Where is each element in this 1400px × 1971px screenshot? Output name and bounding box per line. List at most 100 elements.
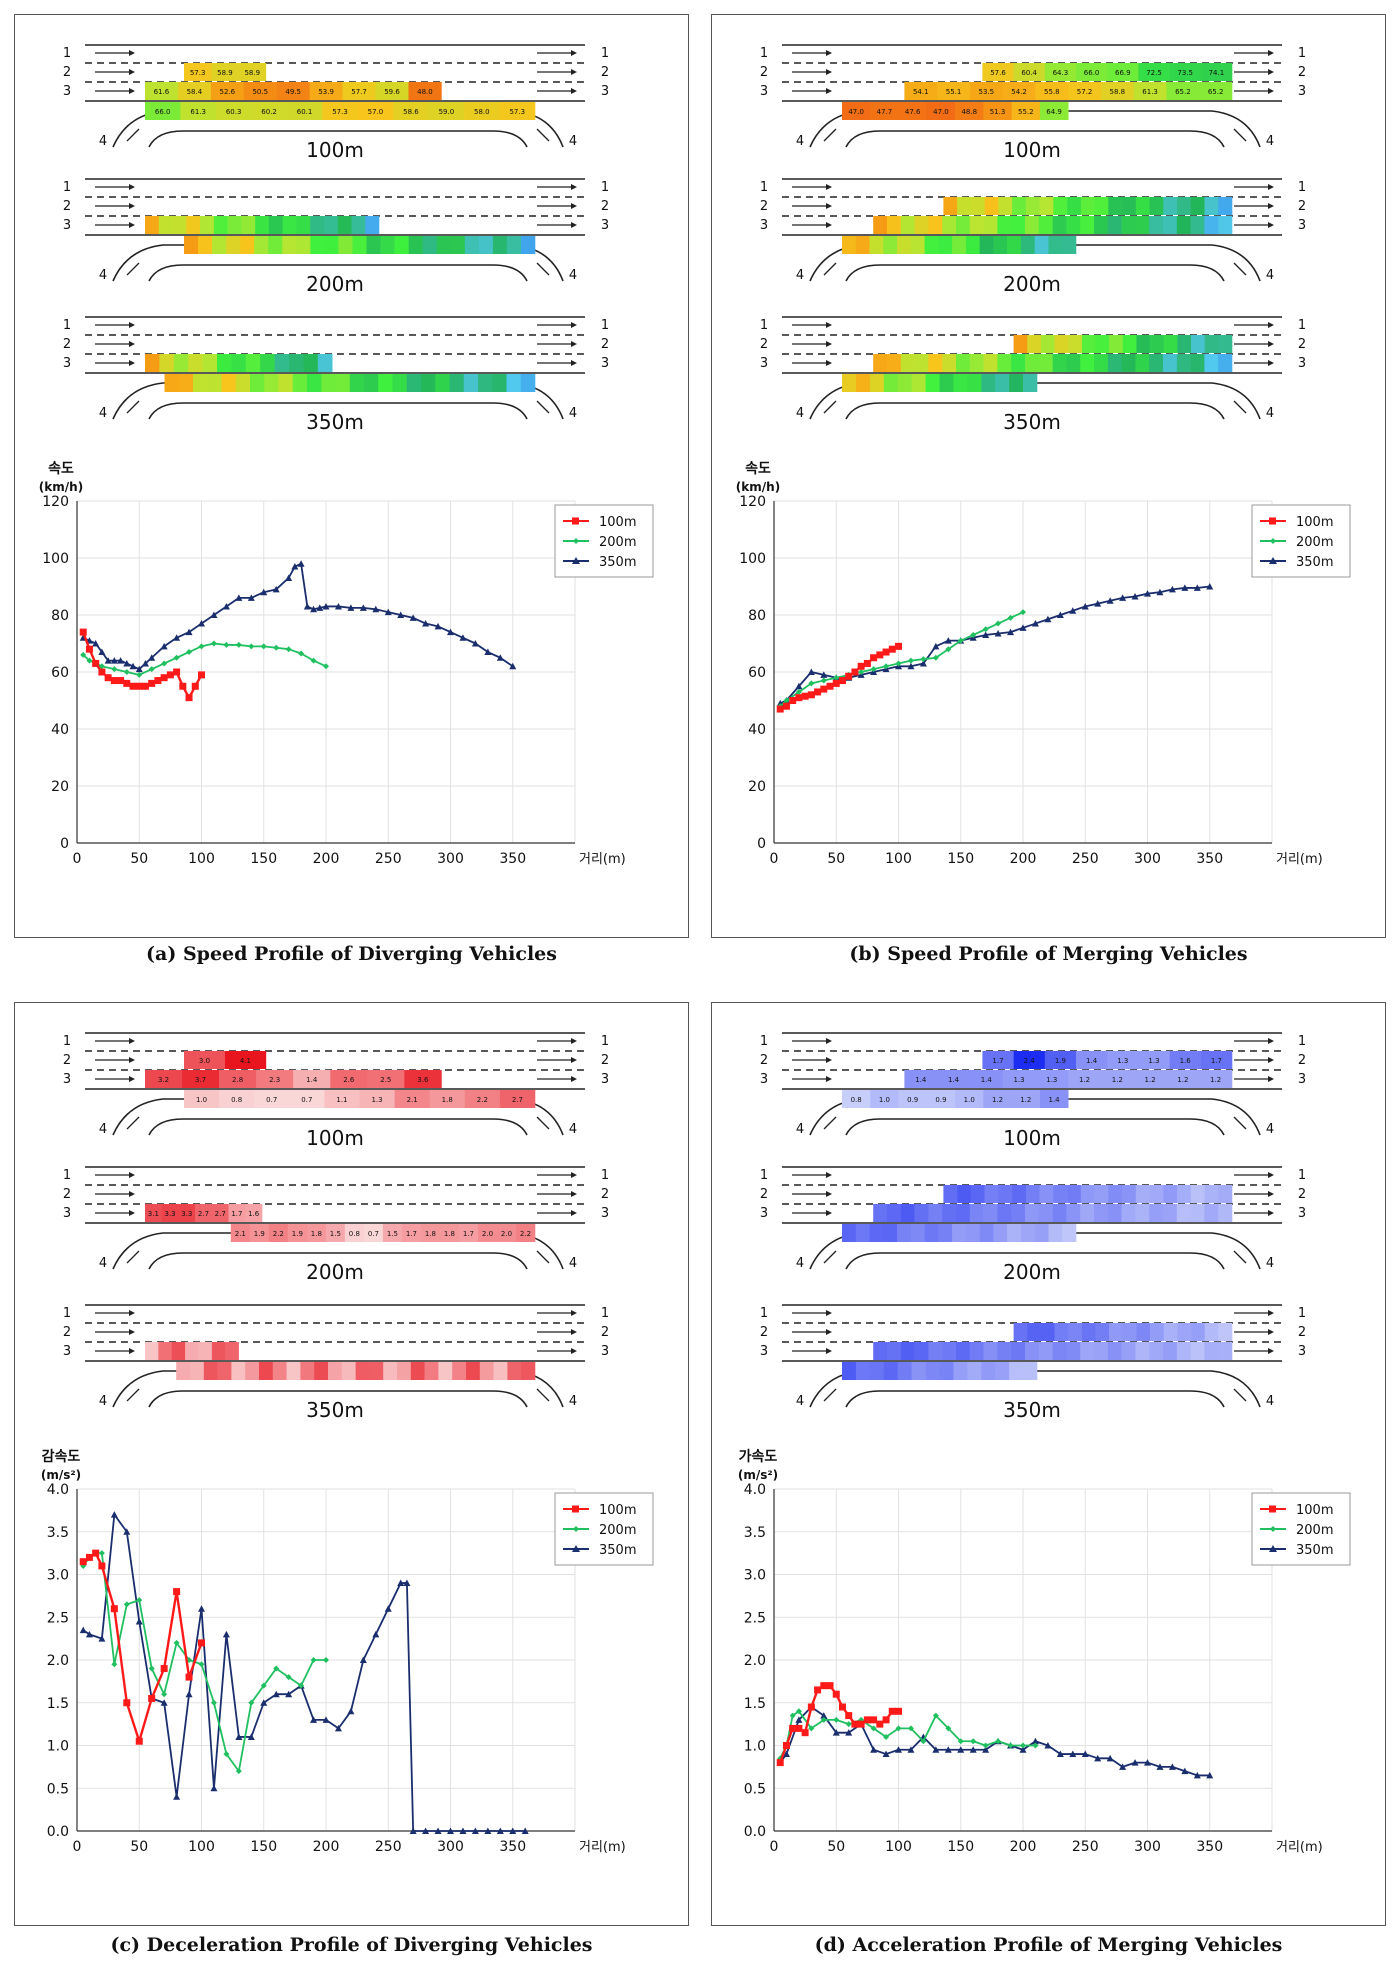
segment-cell	[1080, 1204, 1095, 1222]
data-point-350m	[459, 1827, 467, 1834]
segment-cell	[292, 374, 308, 392]
data-point-200m	[920, 1738, 927, 1745]
segment-value: 3.3	[181, 1210, 192, 1218]
segment-cell	[1135, 216, 1150, 234]
lane-number-left: 4	[796, 1256, 804, 1271]
data-point-100m	[876, 1720, 884, 1728]
segment-cell	[420, 1224, 441, 1242]
data-point-200m	[870, 666, 877, 673]
ramp-inner-curve	[845, 264, 1225, 282]
segment-cell	[1080, 1185, 1095, 1203]
segment-cell	[1191, 1323, 1205, 1341]
segment-cell	[355, 1362, 370, 1380]
segment-cell	[1052, 354, 1067, 372]
segment-value: 73.5	[1177, 69, 1193, 77]
data-point-200m	[223, 641, 230, 648]
data-point-100m	[851, 668, 859, 676]
arrow-head	[826, 1329, 832, 1335]
segment-cell	[1039, 102, 1069, 120]
lane-number-right: 4	[1266, 134, 1274, 149]
ramp-arrow	[1233, 1250, 1247, 1264]
segment-cell	[955, 1090, 984, 1108]
segment-cell	[429, 1090, 466, 1108]
lane-number-right: 1	[601, 1168, 609, 1183]
segment-cell	[952, 236, 967, 254]
caption-d: (d) Acceleration Profile of Merging Vehi…	[814, 1934, 1283, 1956]
segment-cell	[952, 1224, 967, 1242]
data-point-350m	[222, 1630, 230, 1638]
data-point-350m	[944, 1746, 952, 1753]
segment-cell	[1199, 82, 1233, 100]
segment-cell	[145, 1204, 163, 1222]
segment-value: 1.7	[231, 1210, 242, 1218]
segment-cell	[1163, 1204, 1178, 1222]
data-point-200m	[248, 1699, 255, 1706]
data-point-350m	[820, 671, 828, 678]
segment-cell	[1121, 216, 1136, 234]
y-tick-label: 20	[51, 779, 69, 795]
data-point-100m	[795, 1724, 803, 1732]
data-point-350m	[1131, 592, 1139, 600]
arrow-head	[129, 222, 135, 228]
segment-cell	[323, 216, 339, 234]
arrow-head	[1268, 50, 1274, 56]
data-point-100m	[820, 685, 828, 693]
segment-cell	[1020, 236, 1036, 254]
segment-cell	[394, 1090, 430, 1108]
segment-value: 51.3	[990, 108, 1006, 116]
data-point-350m	[160, 642, 168, 650]
segment-cell	[164, 374, 180, 392]
segment-value: 48.0	[417, 88, 433, 96]
segment-cell	[1218, 1323, 1233, 1341]
ramp-inner-curve	[845, 1390, 1225, 1408]
lane-number-left: 3	[63, 218, 71, 233]
data-point-350m	[123, 659, 131, 667]
segment-cell	[422, 236, 438, 254]
segment-cell	[997, 1342, 1012, 1360]
segment-cell	[938, 236, 953, 254]
segment-cell	[983, 216, 998, 234]
data-point-100m	[92, 1549, 100, 1557]
segment-cell	[1190, 197, 1205, 215]
lane-number-right: 3	[1298, 1206, 1306, 1221]
arrow-head	[1268, 88, 1274, 94]
segment-cell	[158, 1342, 173, 1360]
segment-cell	[1013, 63, 1046, 81]
line-chart: 감속도 (m/s²) 0 50 100 150 200 250 300 350 0.0 0.5 1.0 1…	[41, 1448, 654, 1855]
segment-value: 3.0	[199, 1057, 210, 1065]
data-point-350m	[907, 1746, 915, 1753]
segment-cell	[296, 216, 311, 234]
segment-cell	[855, 1362, 871, 1380]
segment-cell	[984, 1185, 999, 1203]
segment-cell	[235, 374, 251, 392]
data-point-200m	[86, 657, 93, 664]
data-point-350m	[969, 1746, 977, 1753]
data-point-350m	[845, 1729, 853, 1736]
segment-cell	[310, 216, 325, 234]
segment-value: 1.6	[248, 1210, 260, 1218]
lane-number-right: 4	[569, 1394, 577, 1409]
ramp-arrow	[1233, 262, 1247, 276]
segment-cell	[1100, 1070, 1135, 1088]
segment-cell	[1025, 1342, 1040, 1360]
segment-cell	[221, 374, 237, 392]
segment-cell	[1204, 197, 1219, 215]
segment-value: 57.7	[351, 88, 367, 96]
x-tick-label: 250	[375, 851, 402, 867]
segment-cell	[995, 1362, 1010, 1380]
segment-cell	[1176, 1342, 1191, 1360]
lane-number-right: 3	[1298, 218, 1306, 233]
lane-number-right: 2	[1298, 337, 1306, 352]
data-point-100m	[807, 1703, 815, 1711]
segment-cell	[1100, 82, 1135, 100]
y-tick-label: 3.0	[47, 1568, 69, 1584]
data-point-100m	[857, 662, 865, 670]
segment-cell	[378, 374, 393, 392]
segment-value: 2.2	[477, 1096, 488, 1104]
segment-cell	[506, 236, 522, 254]
segment-cell	[211, 63, 239, 81]
x-tick-label: 0	[73, 1839, 82, 1855]
segment-cell	[997, 354, 1012, 372]
data-point-100m	[173, 668, 181, 676]
data-point-100m	[826, 682, 834, 690]
